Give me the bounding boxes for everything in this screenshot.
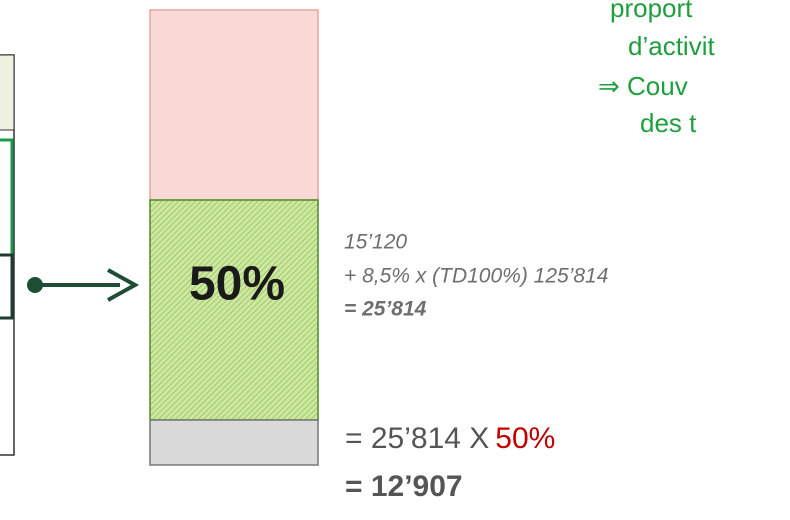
formula-line: + 8,5% x (TD100%) 125’814 [344,265,608,288]
result-line: = 25’814 X 50% [345,422,555,455]
left-stack [0,54,15,456]
bar-bottom [149,419,319,466]
note: proport [610,0,693,23]
arrow [27,268,140,302]
left-green-box [0,138,14,274]
note: ⇒ Couv [598,71,688,101]
note: d’activit [628,31,715,61]
note: des t [640,108,697,138]
bar-hatched [149,199,319,421]
center-bar: 50% [149,9,319,466]
result-rate: 50% [495,422,555,455]
formula-line: 15’120 [344,231,407,254]
left-top [0,54,15,131]
bar-label: 50% [189,258,285,311]
left-dark-box [0,253,14,320]
formula-total: = 25’814 [344,298,427,321]
result-prefix: = 25’814 X [345,422,489,455]
result-total: = 12’907 [345,470,463,503]
arrow-head [107,268,140,302]
bar-top [149,9,319,201]
